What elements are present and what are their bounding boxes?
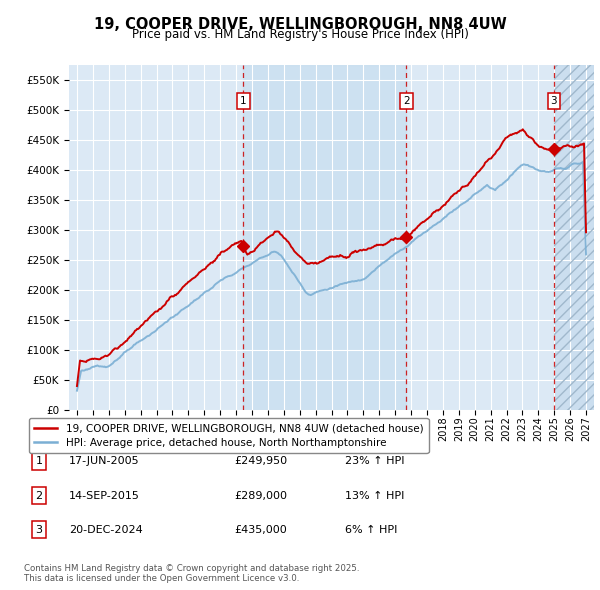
Text: 1: 1 <box>240 96 247 106</box>
Text: 1: 1 <box>35 457 43 466</box>
Text: 2: 2 <box>403 96 410 106</box>
Text: 20-DEC-2024: 20-DEC-2024 <box>69 525 143 535</box>
Bar <box>554 65 594 410</box>
Text: £435,000: £435,000 <box>234 525 287 535</box>
Text: 19, COOPER DRIVE, WELLINGBOROUGH, NN8 4UW: 19, COOPER DRIVE, WELLINGBOROUGH, NN8 4U… <box>94 17 506 31</box>
Text: £249,950: £249,950 <box>234 457 287 466</box>
Text: 14-SEP-2015: 14-SEP-2015 <box>69 491 140 500</box>
Text: 2: 2 <box>35 491 43 500</box>
Bar <box>244 65 406 410</box>
Bar <box>554 65 594 410</box>
Text: Contains HM Land Registry data © Crown copyright and database right 2025.
This d: Contains HM Land Registry data © Crown c… <box>24 563 359 583</box>
Text: 3: 3 <box>35 525 43 535</box>
Legend: 19, COOPER DRIVE, WELLINGBOROUGH, NN8 4UW (detached house), HPI: Average price, : 19, COOPER DRIVE, WELLINGBOROUGH, NN8 4U… <box>29 418 428 453</box>
Text: 6% ↑ HPI: 6% ↑ HPI <box>345 525 397 535</box>
Text: 3: 3 <box>550 96 557 106</box>
Text: 17-JUN-2005: 17-JUN-2005 <box>69 457 140 466</box>
Text: Price paid vs. HM Land Registry's House Price Index (HPI): Price paid vs. HM Land Registry's House … <box>131 28 469 41</box>
Text: 13% ↑ HPI: 13% ↑ HPI <box>345 491 404 500</box>
Text: £289,000: £289,000 <box>234 491 287 500</box>
Text: 23% ↑ HPI: 23% ↑ HPI <box>345 457 404 466</box>
